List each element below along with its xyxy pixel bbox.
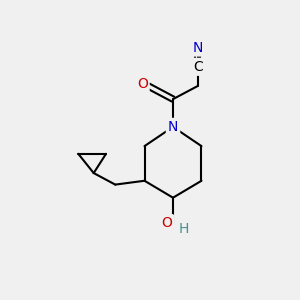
Text: C: C <box>193 60 202 74</box>
Text: H: H <box>178 222 189 236</box>
Text: N: N <box>168 120 178 134</box>
Text: O: O <box>137 77 148 91</box>
Text: N: N <box>193 40 203 55</box>
Text: O: O <box>161 216 172 230</box>
